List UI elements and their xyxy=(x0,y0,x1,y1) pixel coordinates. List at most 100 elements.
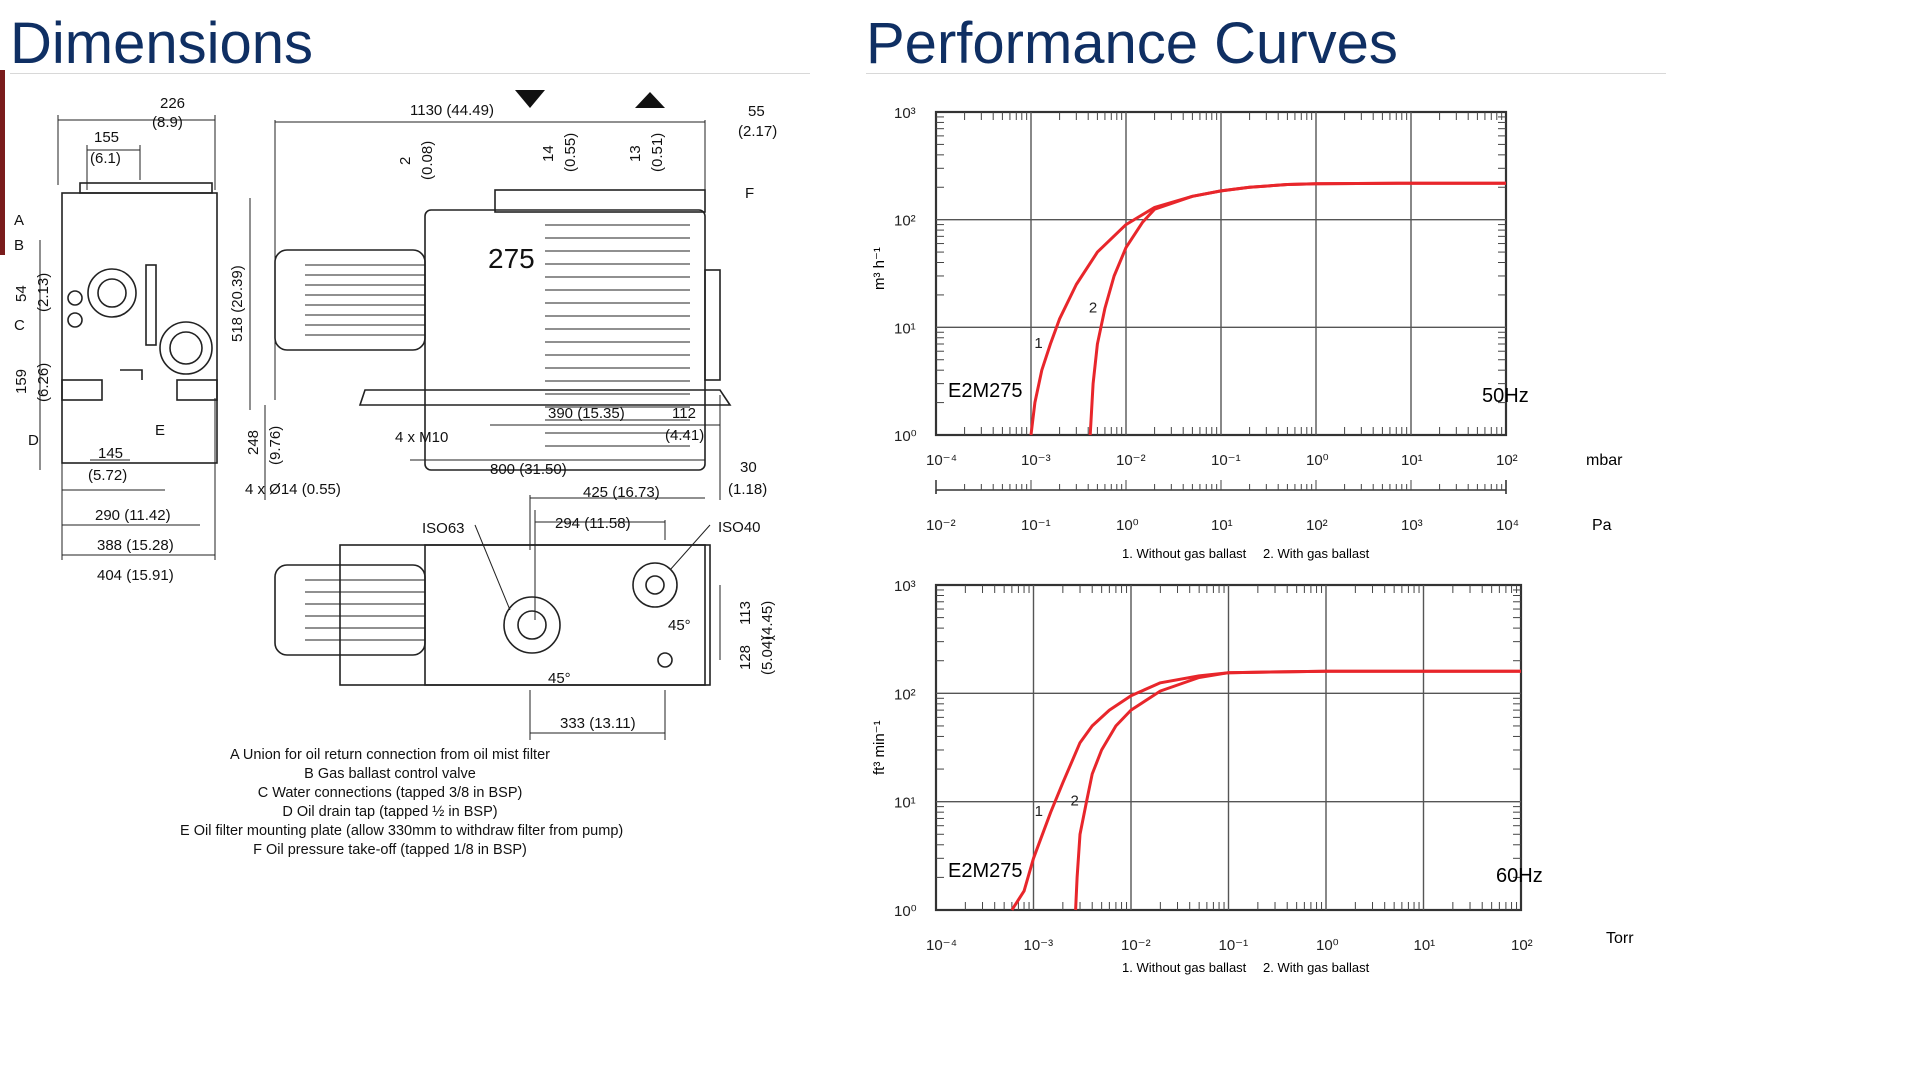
chart-60hz-legend-1: 1. Without gas ballast xyxy=(1122,960,1247,975)
dim-13-in: (0.51) xyxy=(649,133,666,172)
chart-50hz-x-tick-label: 10² xyxy=(1496,452,1518,469)
chart-50hz-pa-tick-label: 10⁰ xyxy=(1116,517,1139,534)
dim-248: 248 xyxy=(245,430,262,455)
dim-425: 425 (16.73) xyxy=(583,484,660,501)
dim-333: 333 (13.11) xyxy=(560,715,636,732)
dim-290: 290 (11.42) xyxy=(95,507,171,524)
dim-145-in: (5.72) xyxy=(88,467,127,484)
dim-55-in: (2.17) xyxy=(738,123,777,140)
dim-390: 390 (15.35) xyxy=(548,405,625,422)
pump-model-label: 275 xyxy=(488,243,535,274)
chart-60hz-legend-2: 2. With gas ballast xyxy=(1263,960,1370,975)
dimensions-drawing: 226 (8.9) 155 (6.1) A B C D E 145 (5.72)… xyxy=(13,90,777,740)
dim-404: 404 (15.91) xyxy=(97,567,174,584)
chart-50hz-series-1-label: 1 xyxy=(1034,335,1042,352)
dim-128-in: (5.04) xyxy=(759,636,776,675)
dim-14: 14 xyxy=(540,145,557,162)
angle-45-a: 45° xyxy=(668,617,691,634)
dim-112-in: (4.41) xyxy=(665,427,704,444)
dim-30-in: (1.18) xyxy=(728,481,767,498)
dim-2: 2 xyxy=(397,157,414,165)
chart-60hz-y-tick-label: 10⁰ xyxy=(894,903,917,920)
chart-50hz-pa-tick-label: 10⁻¹ xyxy=(1021,517,1051,534)
dim-4xm10: 4 x M10 xyxy=(395,429,448,446)
arrow-up-icon xyxy=(635,92,665,108)
chart-50hz-x-tick-label: 10⁰ xyxy=(1306,452,1329,469)
chart-50hz-pa-tick-label: 10² xyxy=(1306,517,1328,534)
chart-60hz-series-2-label: 2 xyxy=(1071,793,1079,810)
chart-50hz-y-tick-label: 10² xyxy=(894,213,916,230)
dim-800: 800 (31.50) xyxy=(490,461,567,478)
chart-50hz-x2-unit: Pa xyxy=(1592,517,1612,534)
chart-50hz-ylabel: m³ h⁻¹ xyxy=(871,247,888,290)
dim-145: 145 xyxy=(98,445,123,462)
chart-50hz-series-1-line xyxy=(1029,181,1506,436)
accent-bar xyxy=(0,70,5,255)
legend-item-d: D Oil drain tap (tapped ½ in BSP) xyxy=(282,804,498,820)
chart-60hz-y-tick-label: 10³ xyxy=(894,578,916,595)
dim-55: 55 xyxy=(748,103,765,120)
chart-50hz-x-tick-label: 10⁻¹ xyxy=(1211,452,1241,469)
chart-50hz-legend-1: 1. Without gas ballast xyxy=(1122,546,1247,561)
chart-60hz-x-tick-label: 10¹ xyxy=(1414,937,1436,954)
label-a: A xyxy=(14,212,24,229)
chart-50hz-series-2-label: 2 xyxy=(1089,299,1097,316)
chart-60hz-x-tick-label: 10⁻³ xyxy=(1024,937,1054,954)
chart-50hz-x-unit: mbar xyxy=(1586,452,1623,469)
plan-body xyxy=(339,544,711,686)
chart-50hz: 1 2 10⁻⁴ 10⁻³ 10⁻² 10⁻¹ 10⁰ 10¹ 10² 10⁰ 10¹ 10² 10³… xyxy=(871,105,1623,561)
dim-155-in: (6.1) xyxy=(90,150,121,167)
label-f: F xyxy=(745,185,754,202)
chart-60hz-x-tick-label: 10⁰ xyxy=(1316,937,1339,954)
dim-159-in: (6.26) xyxy=(35,363,52,402)
label-c: C xyxy=(14,317,25,334)
chart-60hz-model: E2M275 xyxy=(948,860,1023,882)
label-b: B xyxy=(14,237,24,254)
iso40-flange xyxy=(632,562,678,608)
iso63-flange xyxy=(503,596,561,654)
legend-item-c: C Water connections (tapped 3/8 in BSP) xyxy=(257,785,523,801)
performance-title-rule xyxy=(866,73,1666,74)
chart-60hz: 1 2 10⁻⁴ 10⁻³ 10⁻² 10⁻¹ 10⁰ 10¹ 10² 10⁰ 10¹ 10² 10³… xyxy=(871,578,1634,975)
chart-50hz-frequency: 50Hz xyxy=(1482,385,1529,407)
chart-50hz-y-tick-label: 10³ xyxy=(894,105,916,122)
chart-60hz-frequency: 60Hz xyxy=(1496,865,1543,887)
dim-4x14: 4 x Ø14 (0.55) xyxy=(245,481,341,498)
legend-item-f: F Oil pressure take-off (tapped 1/8 in B… xyxy=(253,842,527,858)
chart-50hz-model: E2M275 xyxy=(948,380,1023,402)
dim-13: 13 xyxy=(627,145,644,162)
dim-248-in: (9.76) xyxy=(267,426,284,465)
chart-60hz-x-unit: Torr xyxy=(1606,930,1634,947)
chart-50hz-y-tick-label: 10¹ xyxy=(894,320,916,337)
chart-50hz-pa-tick-label: 10⁻² xyxy=(926,517,956,534)
dim-128: 128 xyxy=(737,645,754,670)
dim-388: 388 (15.28) xyxy=(97,537,174,554)
performance-title: Performance Curves xyxy=(866,11,1398,76)
legend-item-a: A Union for oil return connection from o… xyxy=(230,747,550,763)
chart-50hz-pa-tick-label: 10³ xyxy=(1401,517,1423,534)
pump-body xyxy=(424,209,706,471)
chart-50hz-legend-2: 2. With gas ballast xyxy=(1263,546,1370,561)
dim-112: 112 xyxy=(672,405,696,422)
chart-60hz-ylabel: ft³ min⁻¹ xyxy=(871,720,888,775)
dimensions-title-rule xyxy=(10,73,810,74)
chart-50hz-y-tick-label: 10⁰ xyxy=(894,428,917,445)
dim-518: 518 (20.39) xyxy=(229,265,246,342)
dim-2-in: (0.08) xyxy=(419,141,436,180)
dim-1130: 1130 (44.49) xyxy=(410,102,494,119)
label-e: E xyxy=(155,422,165,439)
label-d: D xyxy=(28,432,39,449)
chart-50hz-pa-tick-label: 10⁴ xyxy=(1496,517,1519,534)
dim-294: 294 (11.58) xyxy=(555,515,631,532)
chart-60hz-y-tick-label: 10² xyxy=(894,686,916,703)
chart-60hz-series-1-label: 1 xyxy=(1035,803,1043,820)
dim-226-in: (8.9) xyxy=(152,114,183,131)
base-plate xyxy=(358,389,732,406)
chart-50hz-x-tick-label: 10⁻² xyxy=(1116,452,1146,469)
end-view-top xyxy=(79,182,213,194)
legend-item-b: B Gas ballast control valve xyxy=(304,766,476,782)
end-view-body xyxy=(61,192,218,464)
chart-50hz-grid xyxy=(934,110,1508,494)
chart-60hz-x-tick-label: 10⁻² xyxy=(1121,937,1151,954)
dim-159: 159 xyxy=(13,369,30,394)
